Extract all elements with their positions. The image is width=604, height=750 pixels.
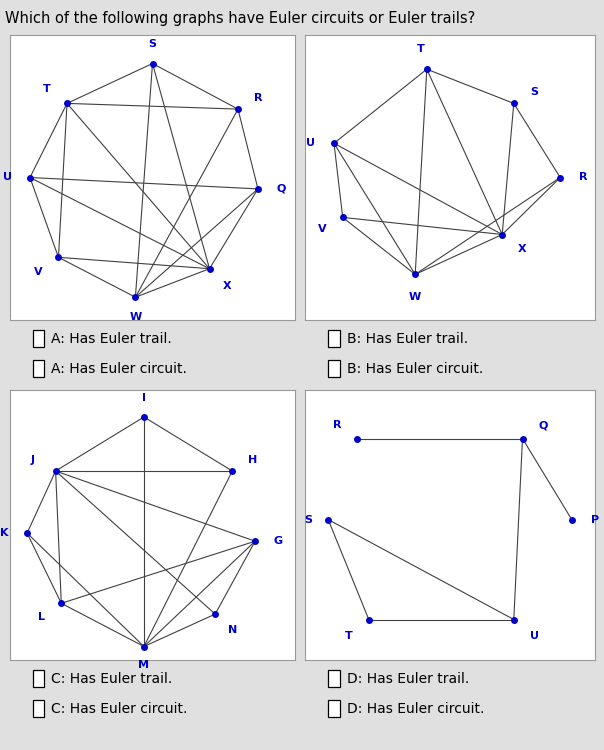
Text: Q: Q [276,184,286,194]
Bar [33,700,44,717]
Bar [328,331,340,347]
Text: X: X [222,280,231,291]
Text: P: P [591,514,599,524]
Text: B: Has Euler circuit.: B: Has Euler circuit. [347,362,483,376]
Text: S: S [530,87,538,97]
Bar [328,670,340,687]
Bar [328,700,340,717]
Text: A: Has Euler trail.: A: Has Euler trail. [51,332,172,346]
Text: S: S [304,514,312,524]
Text: T: T [43,84,51,94]
Text: A: Has Euler circuit.: A: Has Euler circuit. [51,362,187,376]
Text: C: Has Euler circuit.: C: Has Euler circuit. [51,702,188,715]
Text: U: U [530,631,539,640]
Text: C: Has Euler trail.: C: Has Euler trail. [51,672,173,686]
Bar [33,670,44,687]
Text: R: R [333,420,341,430]
Text: T: T [345,631,352,640]
Text: G: G [274,536,283,546]
Bar [328,361,340,377]
Text: D: Has Euler trail.: D: Has Euler trail. [347,672,469,686]
Text: J: J [31,455,35,465]
Text: X: X [518,244,527,254]
Text: M: M [138,661,149,670]
Text: Q: Q [538,420,547,430]
Text: I: I [142,393,146,403]
Bar [33,331,44,347]
Text: H: H [248,455,257,465]
Text: T: T [417,44,425,54]
Text: R: R [579,172,588,182]
Text: V: V [34,266,43,277]
Bar [33,361,44,377]
Text: V: V [318,224,327,234]
Text: D: Has Euler circuit.: D: Has Euler circuit. [347,702,484,715]
Text: B: Has Euler trail.: B: Has Euler trail. [347,332,468,346]
Text: R: R [254,93,262,103]
Text: W: W [409,292,422,302]
Text: Which of the following graphs have Euler circuits or Euler trails?: Which of the following graphs have Euler… [5,11,475,26]
Text: U: U [306,138,315,148]
Text: L: L [38,612,45,622]
Text: U: U [2,172,11,182]
Text: S: S [149,38,156,49]
Text: N: N [228,626,237,635]
Text: K: K [0,528,8,538]
Text: W: W [129,312,141,322]
